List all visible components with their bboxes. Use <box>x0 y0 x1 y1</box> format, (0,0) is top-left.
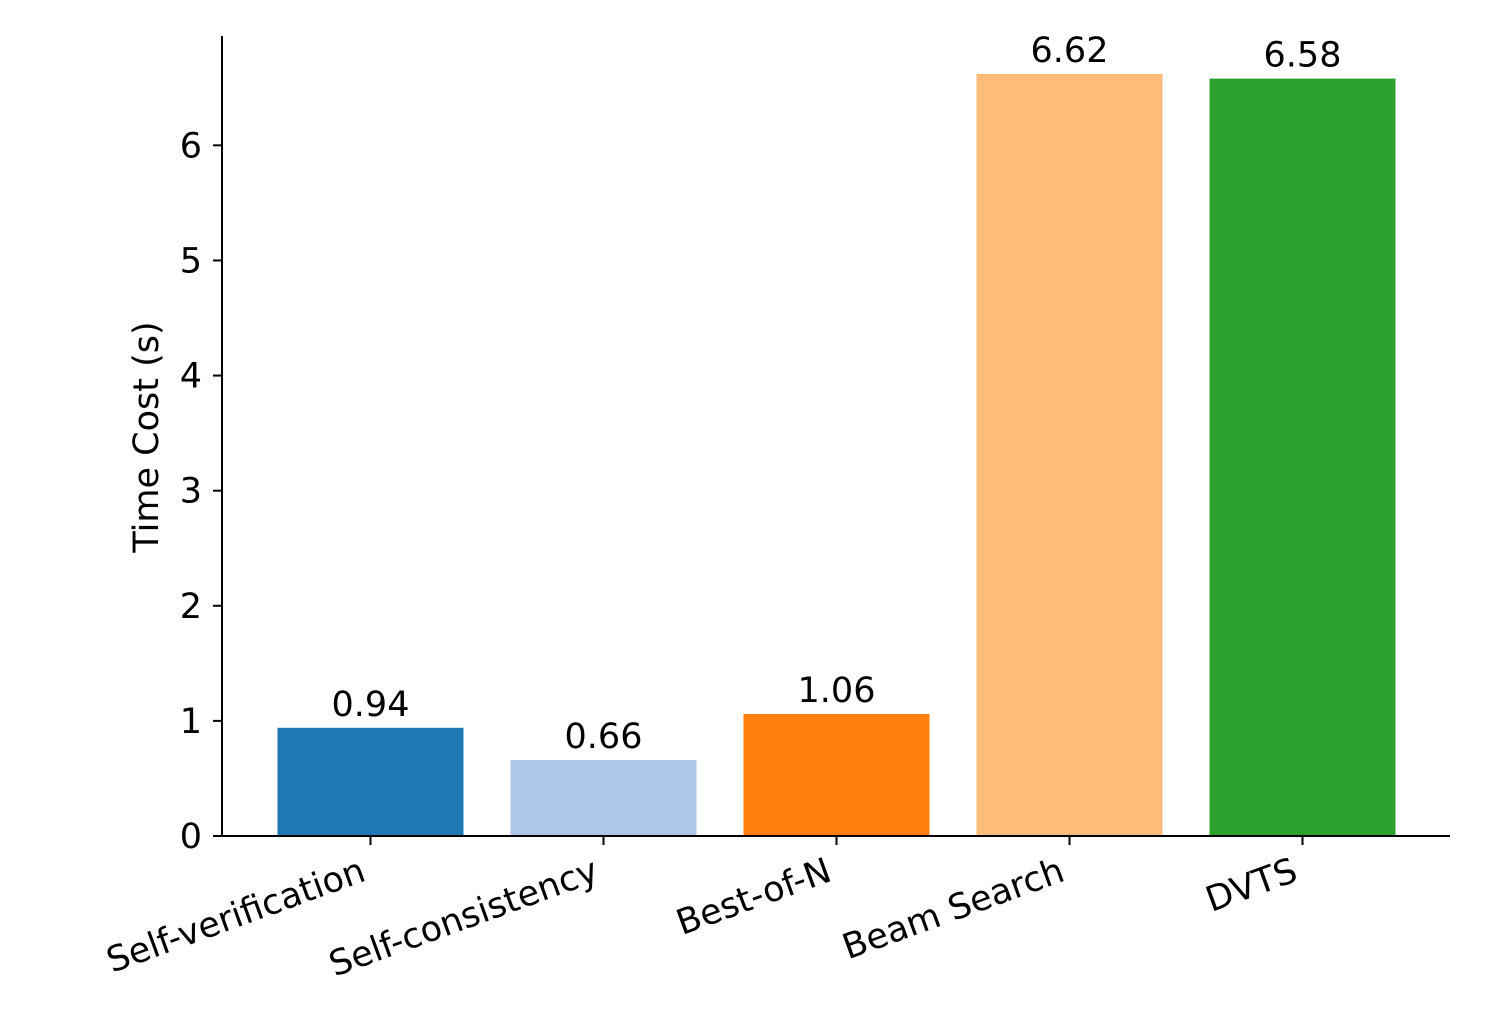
x-tick-label: Best-of-N <box>671 851 836 944</box>
y-tick-label: 3 <box>180 472 202 512</box>
bar-0 <box>277 727 464 836</box>
bar-value-label: 6.58 <box>1264 36 1342 76</box>
value-labels-group: 0.94 0.66 1.06 6.62 6.58 <box>332 31 1342 757</box>
bars-group <box>277 73 1396 837</box>
y-tick-label: 6 <box>180 126 202 166</box>
bar-value-label: 6.62 <box>1031 31 1109 71</box>
y-tick-label: 0 <box>180 817 202 857</box>
y-ticks-group: 0 1 2 3 4 5 6 <box>180 126 222 857</box>
y-axis-title: Time Cost (s) <box>127 321 167 553</box>
bar-1 <box>510 760 697 836</box>
bar-value-label: 0.66 <box>565 717 643 757</box>
y-tick-label: 1 <box>180 702 202 742</box>
bar-3 <box>976 73 1163 837</box>
x-tick-label: Self-consistency <box>324 851 604 985</box>
y-tick-label: 5 <box>180 241 202 281</box>
y-tick-label: 4 <box>180 357 202 397</box>
x-tick-label: DVTS <box>1201 851 1303 921</box>
bar-4 <box>1209 78 1396 837</box>
x-tick-label: Beam Search <box>837 851 1069 968</box>
bar-value-label: 0.94 <box>332 685 410 725</box>
bar-value-label: 1.06 <box>798 671 876 711</box>
bar-2 <box>743 713 930 836</box>
y-tick-label: 2 <box>180 587 202 627</box>
